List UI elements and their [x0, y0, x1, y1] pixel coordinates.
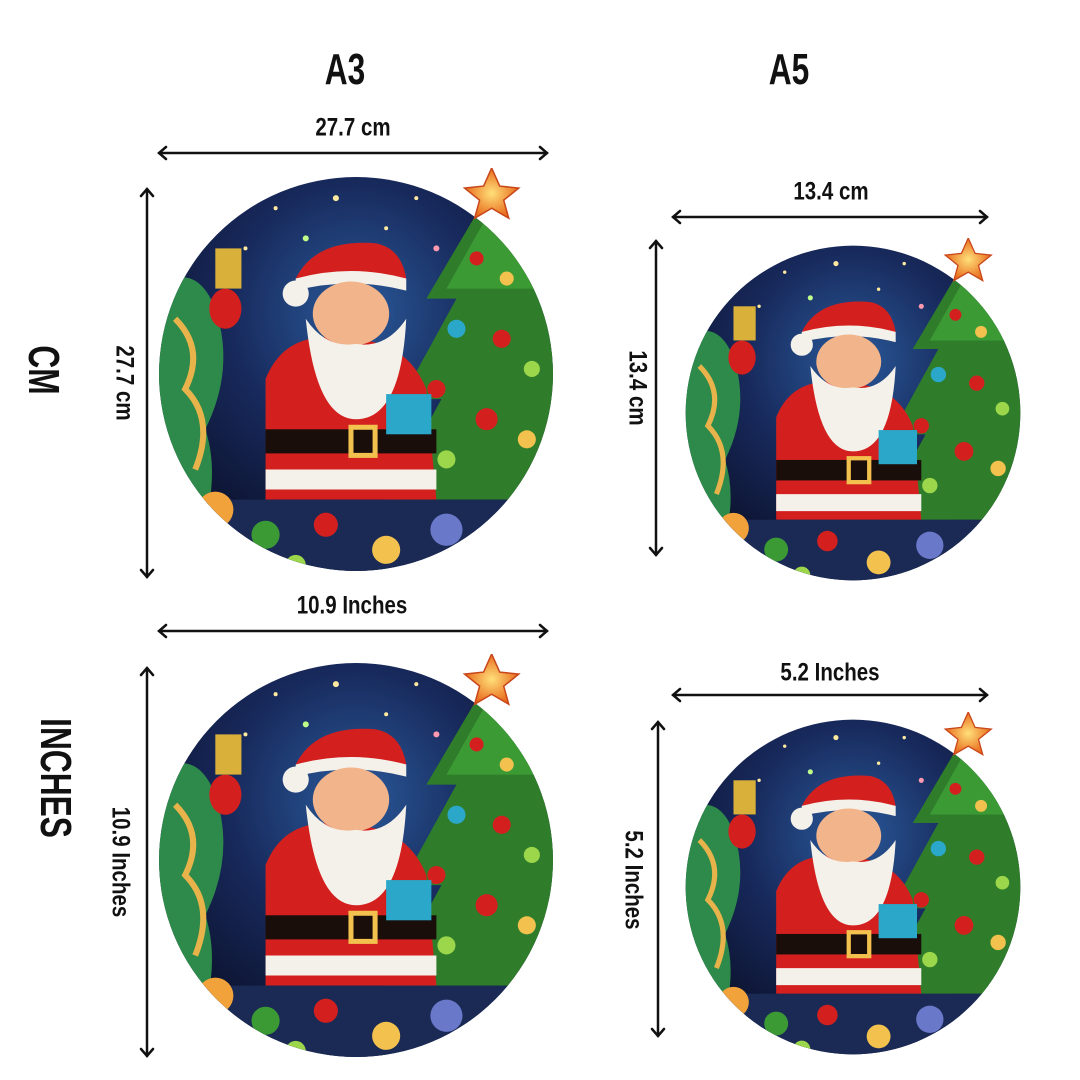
arrow-a3-cm-height — [139, 187, 155, 579]
a5-cm-width-label: 13.4 cm — [793, 177, 869, 206]
a3-inches-width-label: 10.9 Inches — [296, 591, 408, 620]
arrow-a5-cm-height — [648, 239, 664, 557]
arrow-a5-inches-height — [650, 720, 666, 1038]
a3-inches-height-label: 10.9 Inches — [106, 806, 135, 918]
arrow-a5-cm-width — [671, 209, 989, 225]
column-header-a5: A5 — [768, 45, 810, 94]
arrow-a5-inches-width — [671, 687, 989, 703]
arrow-a3-cm-width — [157, 145, 549, 161]
a5-inches-height-label: 5.2 Inches — [619, 830, 648, 930]
arrow-a3-inches-width — [157, 623, 549, 639]
arrow-a3-inches-height — [139, 666, 155, 1058]
a5-cm-height-label: 13.4 cm — [623, 350, 652, 426]
a3-cm-width-label: 27.7 cm — [315, 113, 391, 142]
column-header-a3: A3 — [324, 45, 366, 94]
a5-inches-width-label: 5.2 Inches — [780, 658, 880, 687]
a3-cm-height-label: 27.7 cm — [110, 345, 139, 421]
